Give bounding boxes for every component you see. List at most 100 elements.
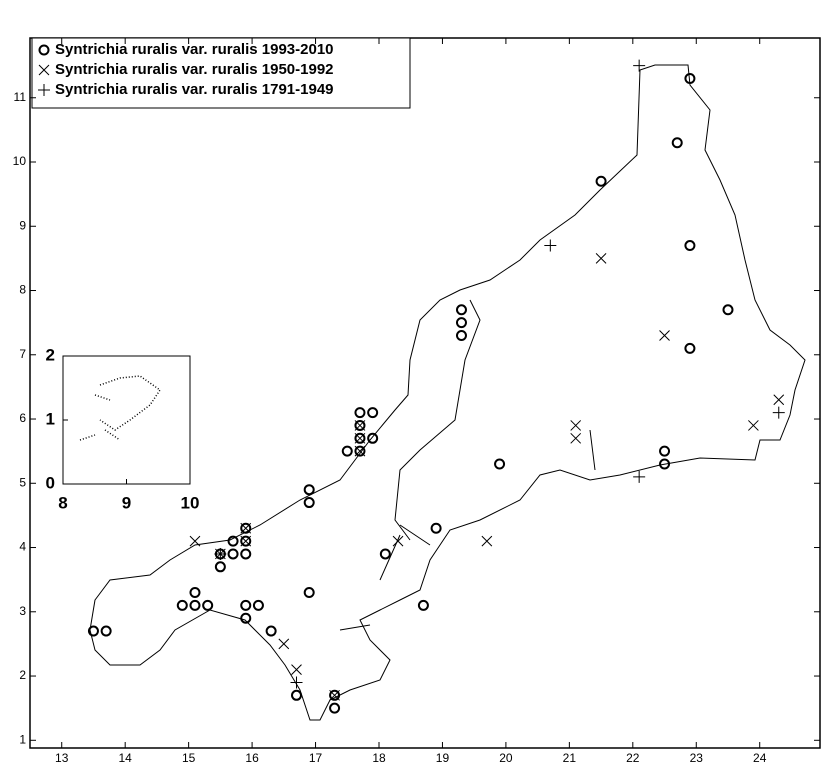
- point: [87, 625, 99, 637]
- point: [633, 59, 646, 72]
- point: [684, 342, 696, 354]
- point: [329, 689, 341, 701]
- point: [354, 407, 366, 419]
- point: [278, 638, 290, 650]
- x-tick-label: 23: [690, 751, 704, 765]
- point: [329, 689, 340, 701]
- x-tick-label: 22: [626, 751, 640, 765]
- point: [329, 702, 341, 714]
- point: [265, 625, 277, 637]
- inset-y-tick-label: 0: [46, 473, 55, 492]
- y-tick-label: 6: [19, 411, 26, 425]
- point: [570, 432, 582, 444]
- point: [240, 535, 252, 547]
- x-tick-label: 19: [436, 751, 450, 765]
- point: [291, 689, 303, 701]
- point: [455, 304, 467, 316]
- y-tick-label: 5: [19, 475, 26, 489]
- point: [240, 599, 252, 611]
- point: [570, 420, 582, 431]
- point: [290, 676, 303, 689]
- legend-marker: [38, 44, 50, 56]
- point: [240, 548, 252, 560]
- point: [367, 407, 379, 419]
- point: [684, 240, 696, 252]
- point: [291, 664, 302, 675]
- point: [354, 432, 366, 444]
- y-tick-label: 7: [19, 347, 26, 361]
- x-tick-label: 16: [245, 751, 259, 765]
- point: [100, 625, 112, 637]
- point: [595, 175, 607, 187]
- point: [417, 599, 429, 611]
- point: [595, 253, 607, 264]
- point: [367, 432, 379, 444]
- point: [659, 458, 671, 470]
- point: [214, 547, 227, 560]
- x-tick-label: 13: [55, 751, 69, 765]
- y-tick-label: 4: [19, 540, 26, 554]
- point: [354, 432, 366, 444]
- point: [189, 587, 201, 599]
- point: [354, 445, 366, 457]
- inset-x-tick-label: 10: [181, 493, 200, 512]
- x-tick-label: 15: [182, 751, 196, 765]
- x-tick-label: 21: [563, 751, 577, 765]
- inset-y-tick-label: 1: [46, 409, 55, 428]
- point: [227, 535, 239, 547]
- inset-frame: [62, 355, 191, 485]
- point: [633, 470, 646, 483]
- point: [303, 497, 315, 509]
- point: [773, 394, 785, 406]
- point: [354, 419, 366, 431]
- legend-label: Syntrichia ruralis var. ruralis 1950-199…: [55, 61, 334, 78]
- point: [379, 548, 391, 560]
- point: [455, 317, 467, 329]
- legend-label: Syntrichia ruralis var. ruralis 1993-201…: [55, 41, 334, 58]
- point: [748, 420, 759, 431]
- y-tick-label: 2: [19, 668, 26, 682]
- inset-y-tick-label: 2: [46, 345, 55, 364]
- y-tick-label: 3: [19, 604, 26, 618]
- legend-marker: [38, 84, 50, 96]
- y-tick-label: 8: [19, 283, 26, 297]
- legend: [31, 37, 411, 109]
- x-tick-label: 18: [372, 751, 386, 765]
- point: [392, 535, 404, 547]
- point: [240, 522, 252, 534]
- x-tick-label: 17: [309, 751, 323, 765]
- point: [544, 239, 557, 252]
- legend-marker: [38, 64, 50, 76]
- y-tick-label: 1: [19, 732, 26, 746]
- point: [659, 445, 671, 457]
- point: [684, 72, 696, 84]
- point: [240, 612, 252, 624]
- point: [176, 599, 188, 611]
- point: [494, 458, 506, 470]
- point: [202, 599, 214, 611]
- point: [354, 445, 366, 457]
- point: [252, 599, 264, 611]
- point: [227, 548, 239, 560]
- point: [240, 522, 252, 534]
- point: [240, 535, 252, 547]
- point: [303, 484, 315, 496]
- point: [303, 587, 315, 599]
- y-tick-label: 9: [19, 218, 26, 232]
- point: [430, 522, 442, 534]
- point: [481, 535, 493, 547]
- point: [722, 304, 734, 316]
- point: [659, 330, 670, 341]
- y-tick-label: 11: [14, 90, 27, 104]
- point: [354, 420, 366, 431]
- point: [189, 599, 201, 611]
- x-tick-label: 20: [499, 751, 513, 765]
- inset-x-tick-label: 8: [58, 493, 67, 512]
- plot-frame: [29, 37, 821, 749]
- y-tick-label: 10: [13, 154, 27, 168]
- point: [671, 137, 683, 149]
- coastline: [89, 64, 806, 721]
- point: [772, 406, 785, 419]
- point: [341, 445, 353, 457]
